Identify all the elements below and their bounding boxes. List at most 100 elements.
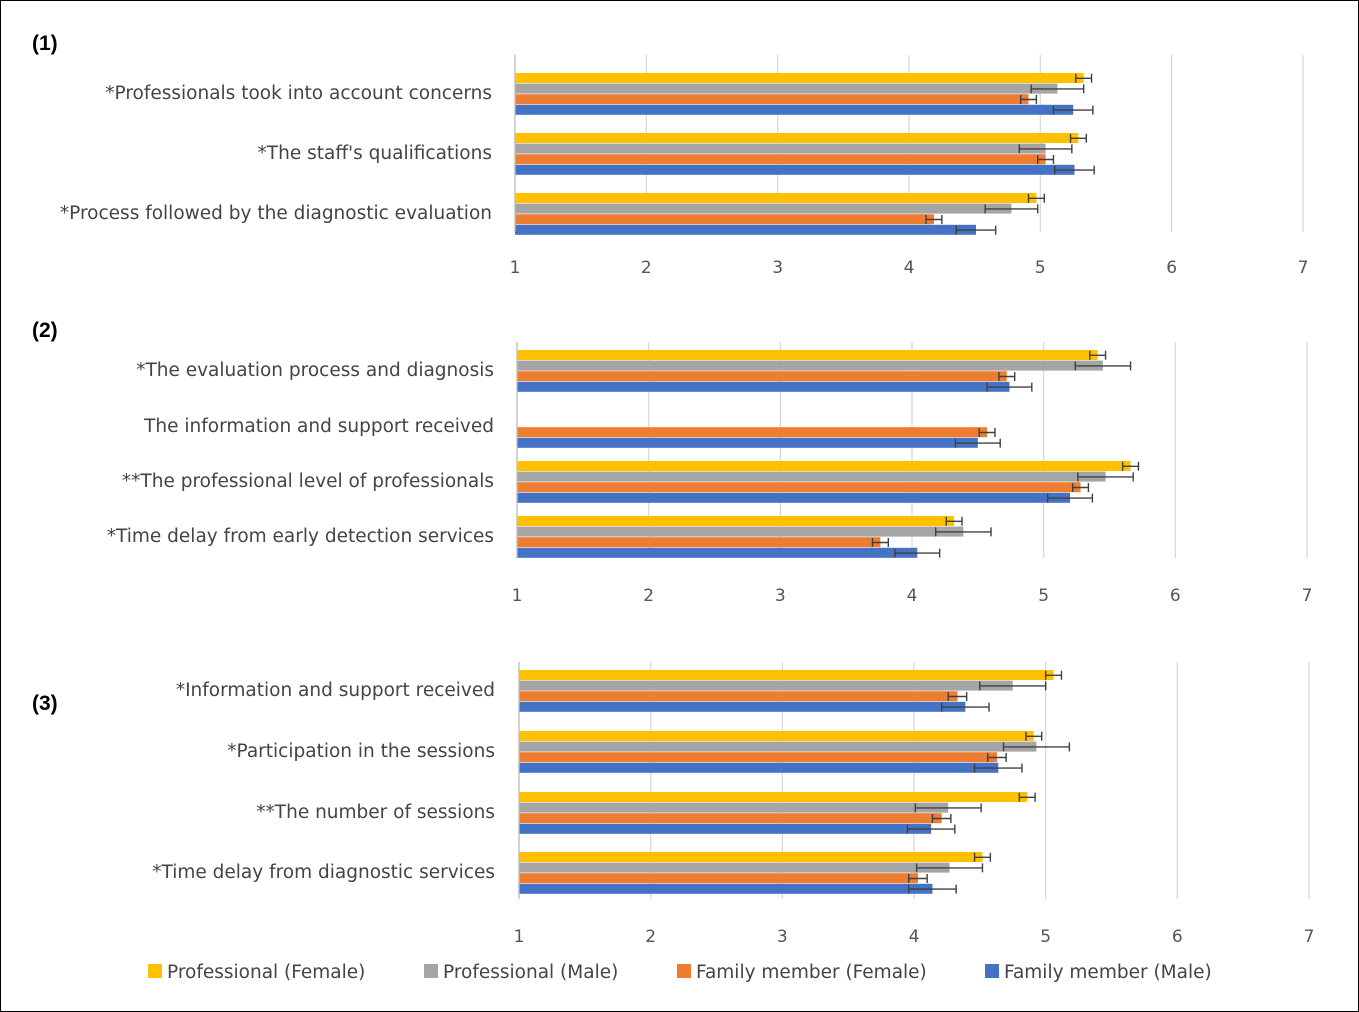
bar-p2-c4-s4: [517, 547, 918, 558]
error-bar-p2-c4-s1: [945, 516, 963, 526]
bar-p3-c1-s3: [519, 691, 958, 702]
tick-label-p1-3: 3: [772, 258, 783, 278]
panel-label-3: (3): [32, 692, 58, 715]
bar-p2-c3-s1: [517, 461, 1131, 471]
error-bar-p2-c2-s4: [954, 438, 1001, 448]
bar-p2-c1-s2: [517, 360, 1103, 371]
bar-p1-c1-s3: [515, 94, 1029, 105]
error-bar-p1-c3-s2: [984, 204, 1039, 214]
category-label-p2-c4: *Time delay from early detection service…: [107, 526, 494, 547]
bar-p3-c2-s2: [519, 741, 1037, 752]
bar-p2-c3-s3: [517, 482, 1081, 493]
legend-swatch-1: [148, 964, 162, 978]
tick-label-p3-6: 6: [1172, 927, 1183, 947]
error-bar-p3-c3-s3: [931, 814, 952, 823]
legend-label-3: Family member (Female): [696, 962, 927, 983]
error-bar-p3-c3-s2: [914, 803, 982, 813]
bar-p3-c3-s3: [519, 813, 942, 824]
error-bar-p1-c1-s1: [1075, 73, 1093, 83]
error-bar-p1-c1-s4: [1052, 105, 1094, 115]
tick-label-p3-3: 3: [777, 927, 788, 947]
bar-p1-c3-s4: [515, 224, 976, 235]
error-bar-p3-c1-s2: [979, 681, 1047, 691]
category-label-p1-c2: *The staff's qualifications: [258, 143, 492, 164]
bar-p3-c4-s1: [519, 852, 983, 862]
tick-label-p2-1: 1: [512, 586, 523, 606]
bar-p2-c1-s4: [517, 381, 1010, 392]
error-bar-p1-c3-s4: [955, 225, 997, 235]
error-bar-p3-c4-s1: [973, 852, 992, 862]
tick-label-p2-6: 6: [1170, 586, 1181, 606]
category-label-p3-c1: *Information and support received: [176, 680, 495, 701]
bar-p2-c4-s2: [517, 526, 964, 537]
bar-p3-c1-s1: [519, 670, 1054, 680]
error-bar-p2-c4-s4: [894, 548, 941, 558]
category-label-p3-c2: *Participation in the sessions: [227, 741, 495, 762]
error-bar-p1-c2-s1: [1069, 133, 1087, 143]
error-bar-p1-c3-s3: [925, 215, 943, 224]
tick-label-p3-7: 7: [1304, 927, 1315, 947]
bar-p2-c1-s1: [517, 350, 1098, 360]
error-bar-p3-c2-s3: [987, 753, 1007, 762]
legend-swatch-4: [985, 964, 999, 978]
bar-p3-c1-s2: [519, 680, 1013, 691]
error-bar-p1-c2-s2: [1018, 144, 1073, 154]
bar-p3-c2-s4: [519, 762, 999, 773]
error-bar-p3-c1-s1: [1044, 670, 1063, 680]
bar-p3-c3-s1: [519, 792, 1028, 802]
category-label-p1-c1: *Professionals took into account concern…: [105, 83, 492, 104]
category-label-p2-c1: *The evaluation process and diagnosis: [136, 360, 494, 381]
error-bar-p2-c1-s1: [1089, 350, 1107, 360]
error-bar-p3-c3-s1: [1018, 792, 1036, 802]
category-label-p2-c3: **The professional level of professional…: [122, 471, 494, 492]
error-bar-p1-c1-s2: [1030, 84, 1085, 94]
tick-label-p3-5: 5: [1040, 927, 1051, 947]
bar-p3-c4-s2: [519, 862, 950, 873]
bar-p1-c1-s4: [515, 104, 1074, 115]
legend-label-1: Professional (Female): [167, 962, 365, 983]
legend-swatch-2: [424, 964, 438, 978]
error-bar-p3-c3-s4: [906, 824, 956, 834]
tick-label-p2-7: 7: [1302, 586, 1313, 606]
error-bar-p1-c1-s3: [1019, 95, 1038, 104]
legend-label-4: Family member (Male): [1004, 962, 1212, 983]
error-bar-p2-c4-s3: [871, 538, 889, 547]
tick-label-p3-4: 4: [909, 927, 920, 947]
bar-p2-c3-s2: [517, 471, 1106, 482]
error-bar-p1-c2-s4: [1054, 165, 1095, 175]
bar-p1-c2-s3: [515, 154, 1046, 165]
error-bar-p1-c2-s3: [1037, 155, 1055, 164]
bar-p2-c2-s3: [517, 427, 988, 438]
error-bar-p3-c1-s3: [947, 692, 968, 701]
tick-label-p1-2: 2: [641, 258, 652, 278]
bar-p2-c2-s4: [517, 437, 978, 448]
error-bar-p2-c4-s2: [935, 527, 992, 537]
error-bar-p1-c3-s1: [1027, 193, 1045, 203]
bar-p3-c4-s4: [519, 883, 933, 894]
error-bar-p3-c2-s4: [973, 763, 1023, 773]
tick-label-p1-5: 5: [1035, 258, 1046, 278]
bar-p3-c4-s3: [519, 873, 918, 884]
error-bar-p3-c2-s2: [1002, 742, 1071, 752]
bar-p1-c1-s1: [515, 73, 1084, 83]
error-bar-p2-c1-s2: [1074, 361, 1132, 371]
bar-p2-c1-s3: [517, 371, 1007, 382]
category-label-p1-c3: *Process followed by the diagnostic eval…: [60, 203, 492, 224]
panel-label-1: (1): [32, 32, 58, 55]
error-bar-p3-c4-s3: [908, 874, 928, 883]
tick-label-p2-3: 3: [775, 586, 786, 606]
bar-p1-c3-s1: [515, 193, 1037, 203]
tick-label-p2-5: 5: [1038, 586, 1049, 606]
error-bar-p2-c3-s3: [1071, 483, 1090, 492]
bar-p2-c4-s1: [517, 516, 955, 526]
bar-p3-c3-s2: [519, 802, 949, 813]
category-label-p3-c4: *Time delay from diagnostic services: [152, 862, 495, 883]
legend-label-2: Professional (Male): [443, 962, 618, 983]
error-bar-p3-c1-s4: [940, 702, 990, 712]
tick-label-p2-4: 4: [907, 586, 918, 606]
panel-label-2: (2): [32, 319, 58, 342]
legend-swatch-3: [677, 964, 691, 978]
tick-label-p3-2: 2: [645, 927, 656, 947]
bar-p3-c3-s4: [519, 823, 932, 834]
